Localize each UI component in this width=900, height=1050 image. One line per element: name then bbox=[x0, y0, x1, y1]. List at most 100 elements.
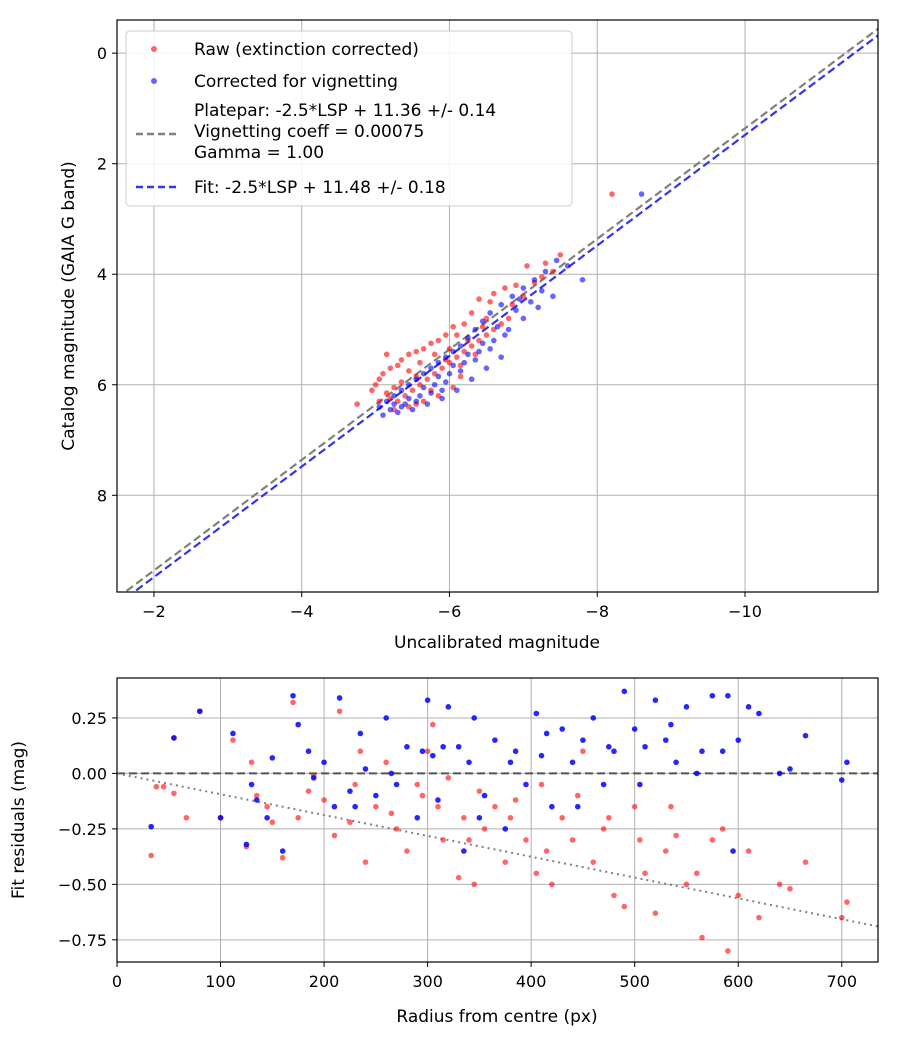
bottom-panel: 0 100 200 300 400 500 600 700 0.25 0.00 −0.25 −0.50… bbox=[9, 677, 879, 1027]
raw-point bbox=[481, 826, 488, 832]
raw-point bbox=[369, 387, 375, 394]
legend-label-platepar-line: Gamma = 1.00 bbox=[194, 143, 324, 163]
raw-point bbox=[502, 859, 509, 865]
corrected-point bbox=[446, 370, 453, 377]
raw-point bbox=[719, 826, 726, 832]
corrected-point bbox=[431, 381, 438, 388]
raw-point bbox=[321, 797, 327, 803]
corrected-point bbox=[445, 704, 452, 710]
corrected-point bbox=[479, 340, 486, 347]
top-axes-frame bbox=[116, 19, 879, 593]
legend-label-corrected: Corrected for vignetting bbox=[194, 72, 398, 92]
raw-point bbox=[347, 819, 353, 826]
corrected-point bbox=[424, 697, 431, 703]
corrected-point bbox=[509, 293, 516, 300]
corrected-point bbox=[472, 326, 479, 333]
corrected-point bbox=[574, 803, 581, 810]
raw-point bbox=[539, 274, 545, 280]
raw-point bbox=[550, 268, 556, 275]
x-tick-label: 600 bbox=[723, 972, 754, 991]
raw-point bbox=[600, 826, 607, 832]
corrected-point bbox=[290, 692, 296, 699]
raw-point bbox=[354, 401, 360, 407]
corrected-point bbox=[357, 730, 364, 737]
corrected-point bbox=[652, 697, 659, 703]
y-tick-label: 6 bbox=[97, 376, 107, 395]
corrected-point bbox=[838, 777, 845, 783]
raw-point bbox=[376, 398, 383, 405]
raw-point bbox=[609, 191, 615, 197]
raw-point bbox=[248, 759, 255, 766]
corrected-point bbox=[442, 379, 449, 385]
raw-point bbox=[606, 814, 612, 821]
corrected-point bbox=[352, 803, 358, 810]
raw-point bbox=[476, 788, 483, 794]
raw-point bbox=[439, 365, 445, 371]
raw-point bbox=[419, 792, 426, 799]
corrected-point bbox=[450, 348, 456, 355]
raw-point bbox=[574, 792, 581, 799]
bottom-x-axis-label: Radius from centre (px) bbox=[396, 1007, 597, 1027]
corrected-point bbox=[417, 393, 423, 399]
legend-label-platepar: Platepar: -2.5*LSP + 11.36 +/- 0.14 Vigne… bbox=[194, 101, 496, 163]
corrected-point bbox=[424, 401, 431, 407]
corrected-point bbox=[745, 704, 752, 710]
corrected-point bbox=[538, 752, 545, 759]
fit-line bbox=[132, 34, 878, 592]
raw-point bbox=[479, 323, 486, 330]
corrected-point bbox=[435, 359, 442, 366]
corrected-point bbox=[512, 748, 519, 755]
corrected-point bbox=[579, 276, 586, 283]
corrected-point bbox=[539, 288, 545, 294]
raw-point bbox=[336, 708, 343, 715]
corrected-point bbox=[549, 803, 555, 810]
raw-point bbox=[455, 874, 462, 881]
raw-point bbox=[461, 814, 467, 821]
y-tick-label: 4 bbox=[97, 265, 107, 284]
corrected-point bbox=[457, 343, 464, 349]
corrected-point bbox=[454, 387, 460, 394]
corrected-point bbox=[481, 792, 488, 799]
corrected-point bbox=[457, 368, 464, 374]
raw-point bbox=[466, 837, 472, 843]
corrected-point bbox=[295, 721, 301, 728]
raw-point bbox=[802, 859, 809, 865]
raw-point bbox=[787, 885, 793, 892]
raw-point bbox=[668, 803, 674, 810]
raw-point bbox=[435, 337, 442, 344]
corrected-point bbox=[391, 393, 397, 399]
corrected-point bbox=[321, 759, 327, 766]
corrected-point bbox=[406, 381, 412, 388]
corrected-point bbox=[502, 332, 508, 338]
y-tick-label: 2 bbox=[97, 155, 107, 174]
corrected-point bbox=[373, 792, 379, 799]
corrected-point bbox=[398, 404, 405, 410]
raw-point bbox=[471, 881, 478, 888]
raw-point bbox=[580, 748, 586, 755]
corrected-point bbox=[310, 775, 317, 781]
corrected-point bbox=[550, 293, 556, 300]
raw-point bbox=[454, 332, 460, 338]
raw-point bbox=[559, 814, 566, 821]
raw-point bbox=[621, 903, 628, 910]
x-tick-label: −8 bbox=[585, 602, 609, 621]
corrected-point bbox=[683, 704, 690, 710]
corrected-point bbox=[383, 398, 390, 405]
raw-point bbox=[507, 814, 514, 821]
corrected-point bbox=[409, 406, 416, 413]
x-tick-label: 400 bbox=[516, 972, 547, 991]
corrected-point bbox=[394, 409, 401, 416]
fit-line bbox=[123, 27, 878, 592]
corrected-point bbox=[461, 359, 468, 366]
raw-point bbox=[391, 384, 397, 391]
corrected-point bbox=[414, 814, 421, 821]
bottom-y-axis-label: Fit residuals (mag) bbox=[9, 741, 29, 899]
corrected-point bbox=[735, 737, 742, 743]
raw-point bbox=[424, 376, 431, 383]
raw-point bbox=[745, 848, 752, 854]
raw-point bbox=[611, 892, 617, 899]
corrected-point bbox=[709, 692, 716, 699]
legend-box bbox=[125, 30, 573, 207]
raw-point bbox=[709, 837, 716, 843]
raw-point bbox=[372, 381, 379, 388]
